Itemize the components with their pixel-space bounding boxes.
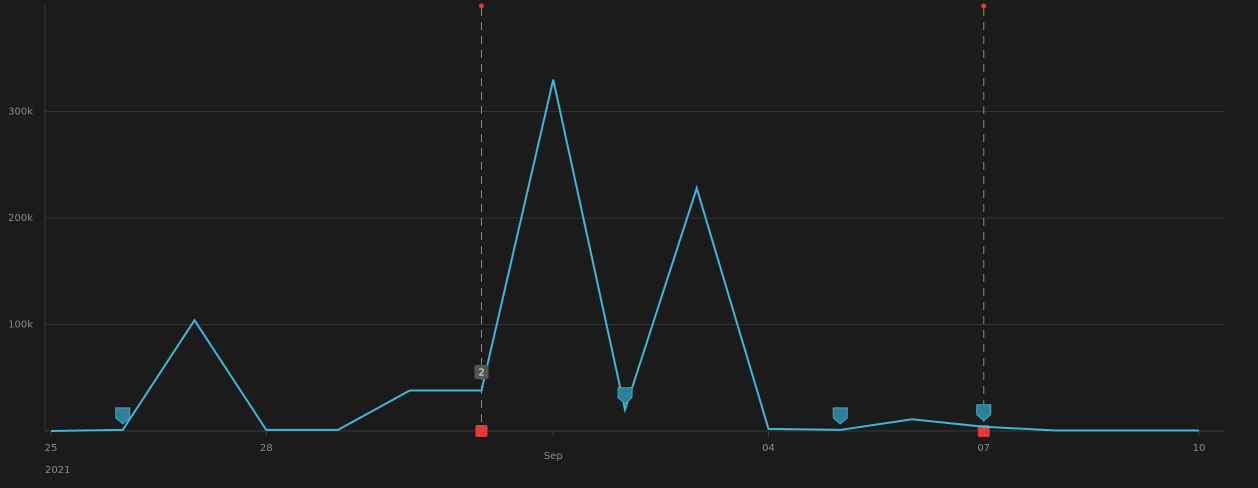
- y-tick-label: 300k: [8, 107, 33, 118]
- line: [50, 79, 1199, 432]
- y-tick-label: 200k: [8, 213, 33, 224]
- event-flag: [115, 407, 131, 425]
- x-tick-label: 10: [1193, 443, 1206, 454]
- y-tick-label: 100k: [8, 320, 33, 331]
- event-flag: [617, 387, 633, 405]
- x-tick-label: Sep: [544, 451, 563, 462]
- alert-badge-count: 2: [478, 368, 484, 379]
- event-flag: [976, 404, 992, 422]
- x-tick-label: 04: [762, 443, 775, 454]
- event-flag: [832, 407, 848, 425]
- alert-pin: [479, 3, 484, 9]
- alert-marker: [977, 425, 990, 437]
- alert-pin: [981, 3, 987, 9]
- x-tick-label: 25: [45, 443, 58, 454]
- x-tick-label: 07: [977, 443, 990, 454]
- alert-badge: [474, 365, 489, 379]
- alert-marker: [475, 425, 488, 437]
- year-label: 2021: [45, 465, 70, 476]
- x-tick-label: 28: [260, 443, 273, 454]
